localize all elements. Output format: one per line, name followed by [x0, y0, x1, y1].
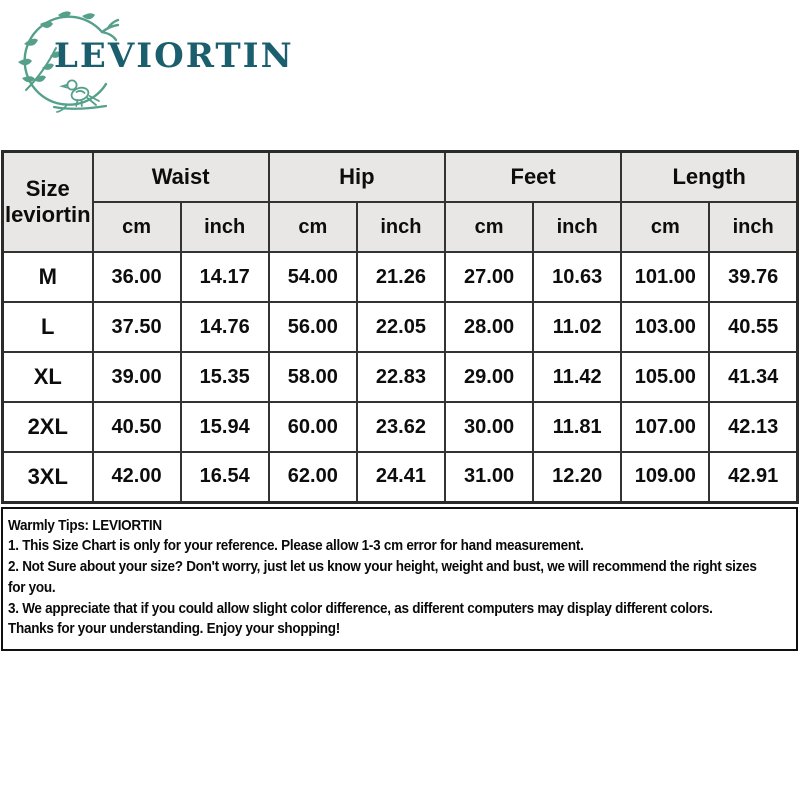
measurement-cell: 23.62 — [355, 401, 447, 453]
measurement-cell: 105.00 — [620, 351, 711, 403]
measurement-cell: 41.34 — [708, 351, 799, 403]
measurement-cell: 29.00 — [443, 351, 535, 403]
table-row: M 36.00 14.17 54.00 21.26 27.00 10.63 101.00 39.… — [1, 251, 799, 303]
measurement-cell: 12.20 — [532, 451, 623, 503]
measurement-cell: 40.50 — [91, 401, 182, 453]
measurement-cell: 10.63 — [532, 251, 623, 303]
measurement-cell: 14.17 — [179, 251, 270, 303]
unit-header: cm — [91, 201, 182, 253]
measurement-cell: 22.05 — [355, 301, 447, 353]
measurement-cell: 11.81 — [532, 401, 623, 453]
measurement-cell: 58.00 — [267, 351, 358, 403]
corner-line2: leviortin — [4, 202, 91, 227]
unit-header: inch — [708, 201, 799, 253]
measurement-cell: 11.42 — [532, 351, 623, 403]
unit-header-row: cm inch cm inch cm inch cm inch — [3, 201, 799, 253]
measurement-cell: 31.00 — [443, 451, 535, 503]
unit-header: cm — [620, 201, 711, 253]
size-chart-table: Size leviortin Waist Hip Feet Length cm … — [1, 150, 799, 504]
group-header-row: Size leviortin Waist Hip Feet Length — [1, 150, 799, 253]
measurement-cell: 22.83 — [355, 351, 447, 403]
measurement-cell: 28.00 — [443, 301, 535, 353]
brand-name: LEVIORTIN — [54, 36, 294, 76]
measurement-cell: 101.00 — [620, 251, 711, 303]
measurement-cell: 24.41 — [355, 451, 447, 503]
group-header-hip: Hip — [267, 150, 447, 203]
size-rows: M 36.00 14.17 54.00 21.26 27.00 10.63 101.00 39.… — [1, 251, 799, 503]
measurement-cell: 56.00 — [267, 301, 358, 353]
measurement-cell: 60.00 — [267, 401, 358, 453]
unit-header: inch — [179, 201, 270, 253]
size-label: XL — [1, 351, 94, 403]
measurement-cell: 40.55 — [708, 301, 799, 353]
group-header-feet: Feet — [443, 150, 623, 203]
table-row: 3XL 42.00 16.54 62.00 24.41 31.00 12.20 109.00 4… — [1, 451, 799, 503]
measurement-cell: 103.00 — [620, 301, 711, 353]
measurement-cell: 27.00 — [443, 251, 535, 303]
tip-line-3: 3. We appreciate that if you could allow… — [8, 599, 713, 617]
measurement-cell: 107.00 — [620, 401, 711, 453]
unit-header: cm — [267, 201, 358, 253]
tips-title: Warmly Tips: LEVIORTIN — [8, 516, 162, 534]
size-label: 3XL — [1, 451, 94, 503]
tip-line-2: 2. Not Sure about your size? Don't worry… — [8, 558, 757, 576]
measurement-cell: 37.50 — [91, 301, 182, 353]
brand-header: LEVIORTIN — [0, 0, 800, 150]
measurement-cell: 14.76 — [179, 301, 270, 353]
measurement-cell: 42.91 — [708, 451, 799, 503]
unit-header: cm — [443, 201, 535, 253]
measurement-cell: 42.13 — [708, 401, 799, 453]
group-header-waist: Waist — [91, 150, 270, 203]
measurement-cell: 15.94 — [179, 401, 270, 453]
measurement-cell: 30.00 — [443, 401, 535, 453]
measurement-cell: 11.02 — [532, 301, 623, 353]
unit-header: inch — [355, 201, 447, 253]
measurement-cell: 109.00 — [620, 451, 711, 503]
tip-line-1: 1. This Size Chart is only for your refe… — [8, 537, 584, 555]
corner-header: Size leviortin — [1, 150, 94, 253]
measurement-cell: 21.26 — [355, 251, 447, 303]
measurement-cell: 62.00 — [267, 451, 358, 503]
measurement-cell: 16.54 — [179, 451, 270, 503]
table-row: 2XL 40.50 15.94 60.00 23.62 30.00 11.81 107.00 4… — [1, 401, 799, 453]
measurement-cell: 39.00 — [91, 351, 182, 403]
unit-header: inch — [532, 201, 623, 253]
measurement-cell: 54.00 — [267, 251, 358, 303]
table-row: L 37.50 14.76 56.00 22.05 28.00 11.02 103.00 40.… — [1, 301, 799, 353]
tip-line-4: Thanks for your understanding. Enjoy you… — [8, 620, 341, 638]
size-label: L — [1, 301, 94, 353]
measurement-cell: 39.76 — [708, 251, 799, 303]
tip-line-2b: for you. — [8, 578, 56, 596]
group-header-length: Length — [620, 150, 799, 203]
table-row: XL 39.00 15.35 58.00 22.83 29.00 11.42 105.00 41… — [1, 351, 799, 403]
wreath-bird-logo-icon — [18, 11, 120, 113]
size-label: 2XL — [1, 401, 94, 453]
measurement-cell: 15.35 — [179, 351, 270, 403]
tips-section: Warmly Tips: LEVIORTIN 1. This Size Char… — [1, 506, 798, 652]
size-label: M — [1, 251, 94, 303]
measurement-cell: 42.00 — [91, 451, 182, 503]
measurement-cell: 36.00 — [91, 251, 182, 303]
corner-line1: Size — [25, 176, 70, 201]
